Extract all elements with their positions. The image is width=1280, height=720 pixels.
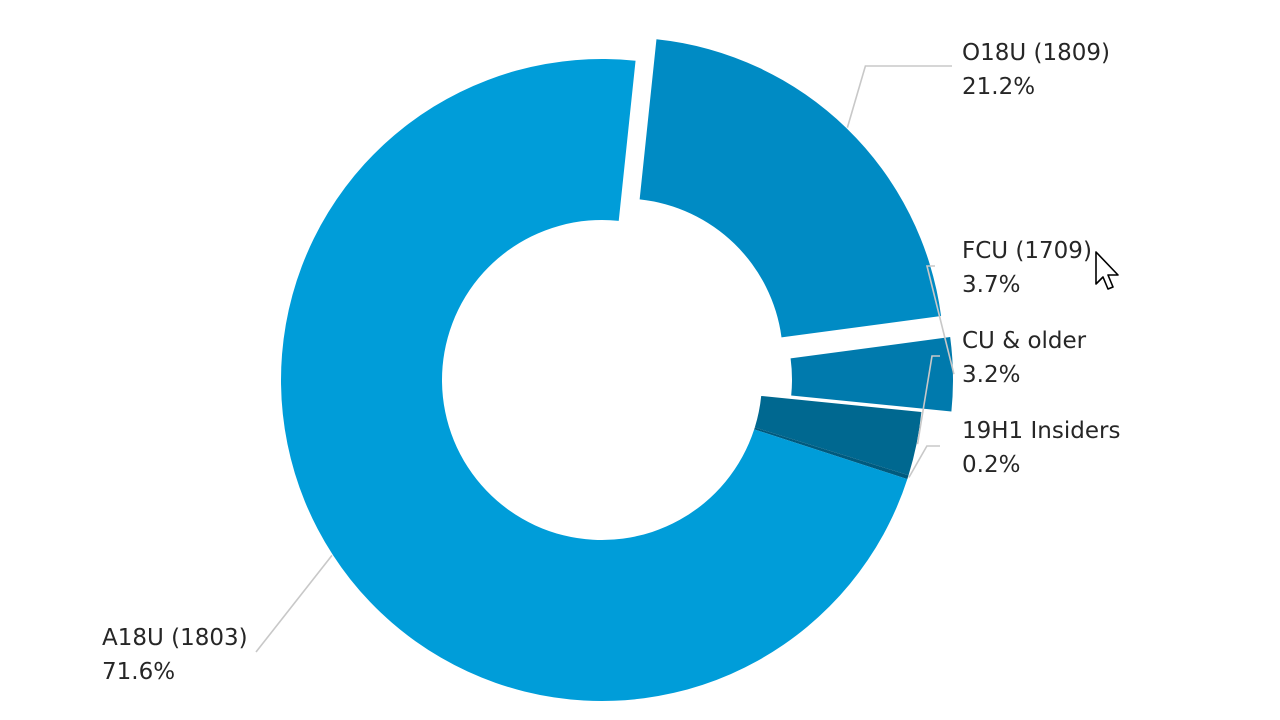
slice-name-label: CU & older [962,328,1087,354]
donut-slice[interactable] [790,337,953,412]
leader-line [925,265,955,375]
labels-layer: O18U (1809) 21.2% FCU (1709) 3.7% CU & older… [102,40,1120,685]
leader-lines-layer [255,65,955,653]
slice-percent-label: 3.7% [962,272,1020,298]
slice-percent-label: 21.2% [962,74,1035,100]
donut-slice[interactable] [754,395,922,476]
slice-name-label: FCU (1709) [962,238,1092,264]
leader-line [916,355,940,445]
slice-percent-label: 71.6% [102,659,175,685]
slice-name-label: 19H1 Insiders [962,418,1120,444]
slice-name-label: A18U (1803) [102,625,248,651]
leader-line [255,554,333,653]
slice-percent-label: 3.2% [962,362,1020,388]
mouse-pointer-icon [1095,251,1119,290]
donut-slice[interactable] [754,427,909,480]
donut-slice[interactable] [639,39,942,338]
leader-line [846,65,952,128]
slices-layer [280,39,953,701]
donut-slice[interactable] [280,58,908,701]
slice-percent-label: 0.2% [962,452,1020,478]
leader-line [908,445,940,478]
slice-name-label: O18U (1809) [962,40,1110,66]
